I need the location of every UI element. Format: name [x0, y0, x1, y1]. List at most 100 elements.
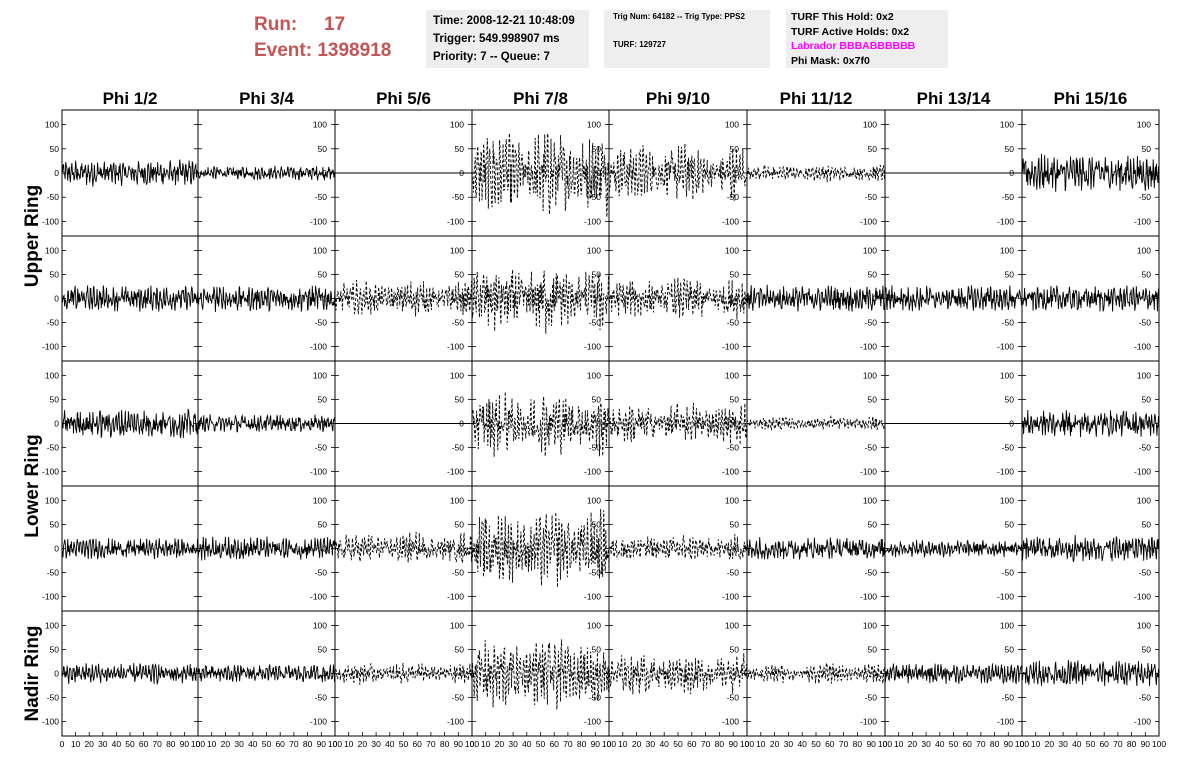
y-tick-label: -100 — [447, 717, 464, 727]
y-tick-label: -100 — [310, 592, 327, 602]
x-tick-label: 80 — [853, 739, 863, 749]
y-tick-label: 100 — [1137, 245, 1151, 255]
waveform-trace — [334, 662, 473, 685]
x-tick-label: 10 — [481, 739, 491, 749]
y-tick-label: 50 — [730, 144, 740, 154]
y-tick-label: -100 — [447, 342, 464, 352]
x-tick-label: 60 — [825, 739, 835, 749]
y-tick-label: -100 — [310, 216, 327, 226]
y-tick-label: 0 — [734, 419, 739, 429]
x-tick-label: 10 — [1031, 739, 1041, 749]
x-tick-label: 0 — [745, 739, 750, 749]
y-tick-label: 50 — [868, 394, 878, 404]
waveform-trace — [61, 408, 199, 439]
waveform-trace — [746, 163, 886, 183]
y-tick-label: 100 — [450, 495, 464, 505]
y-tick-label: 100 — [1137, 495, 1151, 505]
y-tick-label: 50 — [318, 644, 328, 654]
y-tick-label: 50 — [1142, 644, 1152, 654]
x-tick-label: 40 — [112, 739, 122, 749]
column-header: Phi 11/12 — [780, 89, 853, 108]
waveform-trace — [197, 285, 336, 313]
x-tick-label: 80 — [440, 739, 450, 749]
y-tick-label: 100 — [313, 620, 327, 630]
y-tick-label: -100 — [42, 467, 59, 477]
y-tick-label: 50 — [1005, 144, 1015, 154]
run-label: Run: — [254, 14, 298, 35]
y-tick-label: -50 — [47, 568, 60, 578]
panel-frame — [61, 610, 199, 737]
y-tick-label: -50 — [1002, 568, 1015, 578]
y-tick-label: 50 — [868, 269, 878, 279]
y-tick-label: -100 — [860, 592, 877, 602]
y-tick-label: 50 — [455, 644, 465, 654]
turf-text: TURF: 129727 — [613, 40, 666, 49]
y-tick-label: 50 — [592, 644, 602, 654]
y-tick-label: 100 — [863, 120, 877, 130]
x-tick-label: 40 — [797, 739, 807, 749]
y-tick-label: 0 — [54, 168, 59, 178]
waveform-trace — [1021, 660, 1160, 687]
x-tick-label: 0 — [607, 739, 612, 749]
y-tick-label: -50 — [315, 318, 328, 328]
y-tick-label: -100 — [997, 342, 1014, 352]
waveform-trace — [471, 509, 610, 588]
y-tick-label: -50 — [1002, 318, 1015, 328]
y-tick-label: -100 — [722, 342, 739, 352]
y-tick-label: 100 — [45, 245, 59, 255]
y-tick-label: 50 — [1005, 269, 1015, 279]
x-tick-label: 20 — [1045, 739, 1055, 749]
y-tick-label: -100 — [584, 717, 601, 727]
y-tick-label: -100 — [447, 467, 464, 477]
y-tick-label: -50 — [589, 192, 602, 202]
x-tick-label: 80 — [715, 739, 725, 749]
waveform-trace — [1021, 409, 1160, 438]
x-tick-label: 90 — [180, 739, 190, 749]
column-header: Phi 1/2 — [103, 89, 158, 108]
x-tick-label: 50 — [811, 739, 821, 749]
x-tick-label: 0 — [333, 739, 338, 749]
y-tick-label: -100 — [1134, 342, 1151, 352]
y-tick-label: -50 — [1139, 568, 1152, 578]
waveform-trace — [471, 269, 610, 334]
y-tick-label: 0 — [54, 294, 59, 304]
y-tick-label: 50 — [592, 269, 602, 279]
y-tick-label: -100 — [860, 717, 877, 727]
y-tick-label: 0 — [872, 669, 877, 679]
y-tick-label: 50 — [1142, 269, 1152, 279]
y-tick-label: -100 — [997, 717, 1014, 727]
y-tick-label: 50 — [868, 644, 878, 654]
y-tick-label: 50 — [1005, 394, 1015, 404]
row-label: Upper Ring — [22, 185, 43, 287]
y-tick-label: -50 — [865, 192, 878, 202]
x-tick-label: 50 — [536, 739, 546, 749]
waveform-trace — [471, 639, 610, 710]
y-tick-label: 0 — [596, 669, 601, 679]
x-tick-label: 60 — [962, 739, 972, 749]
y-tick-label: -50 — [47, 443, 60, 453]
y-tick-label: 0 — [734, 168, 739, 178]
x-tick-label: 30 — [1058, 739, 1068, 749]
x-tick-label: 70 — [1113, 739, 1123, 749]
y-tick-label: -50 — [1002, 192, 1015, 202]
y-tick-label: 100 — [1000, 370, 1014, 380]
x-tick-label: 40 — [935, 739, 945, 749]
x-tick-label: 60 — [549, 739, 559, 749]
y-tick-label: 100 — [313, 120, 327, 130]
x-tick-label: 100 — [1152, 739, 1166, 749]
y-tick-label: 0 — [54, 669, 59, 679]
x-tick-label: 10 — [618, 739, 628, 749]
event-label: Event: — [254, 40, 313, 61]
trig-num-box: Trig Num: 64182 -- Trig Type: PPS2 TURF:… — [604, 10, 770, 68]
